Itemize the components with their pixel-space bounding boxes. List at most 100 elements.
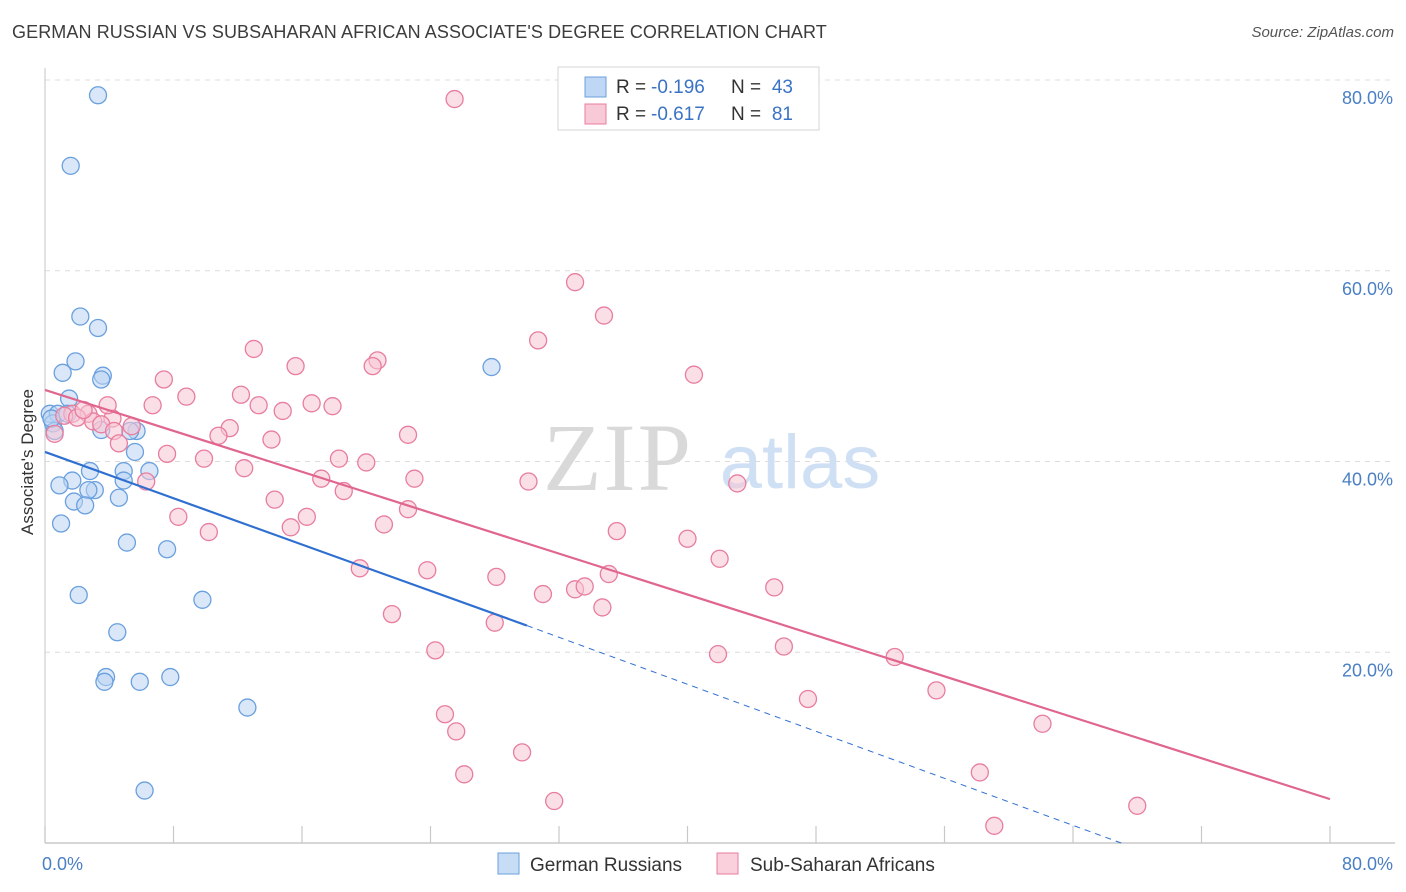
point-german-russian-0 bbox=[88, 86, 108, 105]
watermark: ZIP atlas bbox=[543, 404, 880, 511]
x-tick-label-1: 80.0% bbox=[1342, 854, 1393, 874]
point-sub-saharan-70 bbox=[1033, 714, 1052, 733]
point-german-russian-40 bbox=[135, 781, 154, 800]
point-sub-saharan-56 bbox=[487, 567, 506, 587]
point-sub-saharan-76 bbox=[545, 791, 564, 811]
point-sub-saharan-34 bbox=[329, 449, 349, 468]
trend-line-german-russian-extension bbox=[526, 625, 1122, 844]
point-sub-saharan-5 bbox=[286, 356, 305, 376]
point-sub-saharan-15 bbox=[323, 397, 342, 416]
point-sub-saharan-1 bbox=[565, 273, 585, 292]
legend-r-label-0: R = bbox=[616, 77, 646, 98]
point-german-russian-36 bbox=[95, 672, 114, 691]
y-tick-label-0: 20.0% bbox=[1342, 660, 1393, 680]
point-sub-saharan-38 bbox=[405, 469, 424, 488]
point-sub-saharan-65 bbox=[708, 645, 728, 664]
point-sub-saharan-78 bbox=[985, 816, 1004, 835]
point-german-russian-7 bbox=[92, 370, 111, 389]
point-german-russian-4 bbox=[66, 352, 85, 371]
point-sub-saharan-64 bbox=[426, 641, 445, 660]
point-sub-saharan-7 bbox=[363, 356, 382, 376]
legend-n-label-1: N = bbox=[731, 104, 761, 125]
y-axis-label: Associate's Degree bbox=[18, 389, 37, 535]
point-sub-saharan-30 bbox=[262, 430, 281, 449]
point-sub-saharan-36 bbox=[235, 459, 254, 478]
trend-lines bbox=[44, 388, 1331, 844]
data-points bbox=[40, 86, 1147, 835]
point-sub-saharan-33 bbox=[194, 449, 214, 468]
point-german-russian-2 bbox=[71, 307, 90, 326]
point-sub-saharan-35 bbox=[357, 453, 376, 472]
legend-swatch-1 bbox=[584, 103, 607, 125]
point-german-russian-31 bbox=[69, 585, 88, 605]
tick-labels: 20.0% 40.0% 60.0% 80.0% 0.0% 80.0% bbox=[42, 88, 1393, 874]
point-german-russian-34 bbox=[482, 357, 501, 377]
point-sub-saharan-49 bbox=[607, 521, 626, 541]
point-german-russian-38 bbox=[161, 667, 180, 687]
point-sub-saharan-32 bbox=[157, 444, 177, 464]
y-tick-label-1: 40.0% bbox=[1342, 470, 1393, 490]
point-sub-saharan-66 bbox=[774, 637, 794, 656]
point-sub-saharan-12 bbox=[143, 396, 162, 415]
x-tick-label-0: 0.0% bbox=[42, 854, 83, 874]
point-german-russian-23 bbox=[79, 480, 98, 500]
point-sub-saharan-27 bbox=[209, 426, 228, 445]
y-tick-label-3: 80.0% bbox=[1342, 88, 1393, 108]
y-tick-label-2: 60.0% bbox=[1342, 279, 1393, 299]
point-sub-saharan-62 bbox=[382, 604, 402, 624]
series-legend-label-1: Sub-Saharan Africans bbox=[750, 855, 935, 876]
point-sub-saharan-72 bbox=[447, 722, 466, 741]
point-sub-saharan-2 bbox=[594, 306, 614, 325]
point-sub-saharan-31 bbox=[109, 434, 129, 453]
point-german-russian-32 bbox=[193, 590, 212, 609]
point-sub-saharan-39 bbox=[519, 472, 538, 491]
point-sub-saharan-43 bbox=[265, 490, 284, 509]
legend-r-value-0: -0.196 bbox=[651, 77, 705, 98]
chart-title: GERMAN RUSSIAN VS SUBSAHARAN AFRICAN ASS… bbox=[12, 22, 827, 42]
source-label: Source: ZipAtlas.com bbox=[1251, 24, 1394, 41]
point-sub-saharan-69 bbox=[798, 689, 818, 709]
watermark-atlas: atlas bbox=[720, 420, 881, 505]
point-sub-saharan-74 bbox=[455, 765, 474, 784]
point-sub-saharan-51 bbox=[678, 529, 697, 548]
point-german-russian-26 bbox=[109, 488, 129, 507]
legend-n-value-0: 43 bbox=[772, 77, 793, 98]
point-sub-saharan-14 bbox=[302, 394, 321, 413]
point-sub-saharan-58 bbox=[575, 577, 594, 596]
point-sub-saharan-75 bbox=[970, 763, 989, 782]
point-sub-saharan-9 bbox=[684, 365, 704, 384]
series-legend-label-0: German Russians bbox=[530, 855, 682, 876]
point-sub-saharan-10 bbox=[231, 385, 251, 404]
series-legend: German Russians Sub-Saharan Africans bbox=[497, 852, 935, 876]
point-german-russian-37 bbox=[130, 672, 149, 691]
point-sub-saharan-73 bbox=[512, 743, 532, 762]
point-sub-saharan-59 bbox=[765, 578, 784, 597]
legend-n-value-1: 81 bbox=[772, 104, 793, 125]
point-german-russian-22 bbox=[50, 476, 69, 495]
point-sub-saharan-54 bbox=[418, 561, 437, 580]
point-german-russian-28 bbox=[117, 533, 137, 552]
point-german-russian-3 bbox=[88, 318, 108, 338]
point-german-russian-27 bbox=[51, 514, 71, 533]
point-german-russian-39 bbox=[238, 698, 257, 717]
trend-line-german-russian bbox=[44, 450, 528, 627]
legend-r-label-1: R = bbox=[616, 104, 646, 125]
axes bbox=[44, 68, 1395, 844]
point-german-russian-1 bbox=[61, 156, 80, 175]
point-sub-saharan-60 bbox=[533, 584, 553, 604]
point-sub-saharan-8 bbox=[154, 370, 174, 389]
point-sub-saharan-48 bbox=[374, 515, 394, 534]
point-sub-saharan-28 bbox=[398, 425, 418, 444]
point-sub-saharan-77 bbox=[1128, 796, 1147, 815]
point-sub-saharan-46 bbox=[297, 507, 316, 526]
point-german-russian-30 bbox=[125, 442, 145, 462]
correlation-legend: R = -0.196 N = 43 R = -0.617 N = 81 bbox=[557, 66, 820, 131]
point-sub-saharan-16 bbox=[273, 401, 292, 421]
legend-r-value-1: -0.617 bbox=[651, 104, 705, 125]
point-sub-saharan-47 bbox=[281, 518, 300, 537]
point-sub-saharan-3 bbox=[528, 331, 548, 350]
point-sub-saharan-68 bbox=[927, 681, 946, 700]
point-sub-saharan-11 bbox=[177, 387, 196, 406]
point-sub-saharan-13 bbox=[249, 396, 268, 415]
